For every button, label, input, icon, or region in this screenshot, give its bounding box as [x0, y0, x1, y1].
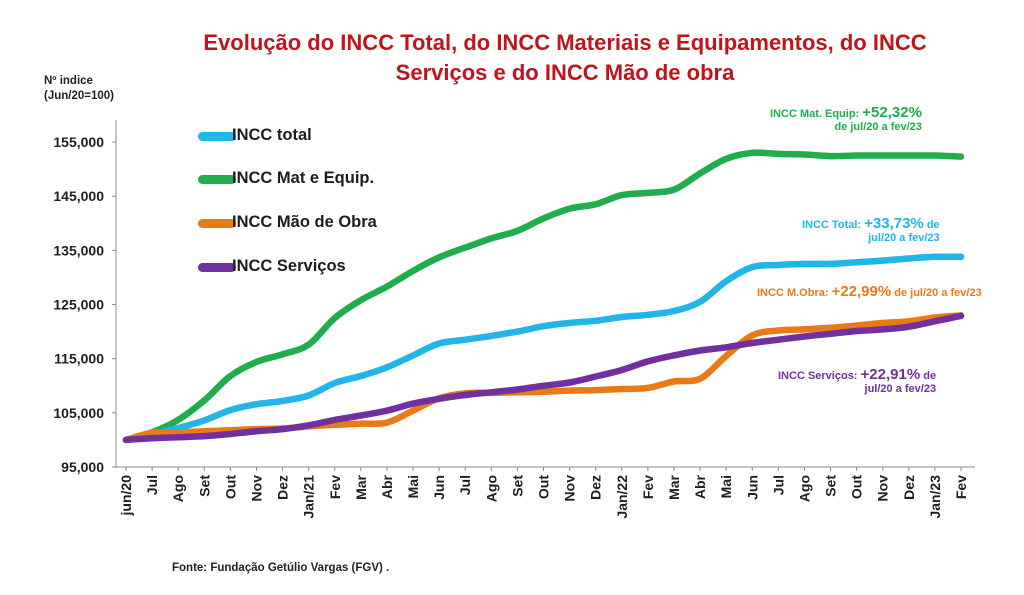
- x-tick-label: Out: [536, 475, 552, 499]
- x-tick-label: Set: [196, 475, 212, 497]
- y-tick-label: 135,000: [53, 242, 104, 258]
- x-tick-label: Jan/23: [927, 475, 943, 519]
- legend-label-serv: INCC Serviços: [232, 257, 346, 275]
- annotation-mat-pct: +52,32%: [862, 104, 922, 121]
- legend-item-serv: INCC Serviços: [198, 257, 418, 277]
- x-tick-label: Nov: [248, 475, 264, 502]
- legend-swatch-mao: [198, 219, 236, 228]
- annotation-total-pct: +33,73%: [864, 215, 924, 232]
- x-tick-label: jun/20: [118, 475, 134, 517]
- x-tick-label: Fev: [953, 475, 969, 499]
- x-tick-label: Mai: [405, 475, 421, 498]
- legend-label-mao: INCC Mão de Obra: [232, 213, 377, 231]
- x-tick-label: Fev: [640, 475, 656, 499]
- x-tick-label: Ago: [483, 475, 499, 502]
- y-axis-caption-line1: Nº indice: [44, 75, 93, 87]
- annotation-mao-prefix: INCC M.Obra:: [757, 287, 832, 299]
- y-tick-label: 105,000: [53, 405, 104, 421]
- annotation-serv-prefix: INCC Serviços:: [778, 370, 861, 382]
- annotation-mat-period: de jul/20 a fev/23: [834, 121, 922, 133]
- x-tick-label: Mar: [353, 474, 369, 499]
- source-note: Fonte: Fundação Getúlio Vargas (FGV) .: [172, 562, 390, 574]
- y-tick-label: 95,000: [61, 459, 104, 475]
- annotation-total-prefix: INCC Total:: [802, 219, 865, 231]
- y-tick-label: 155,000: [53, 134, 104, 150]
- y-tick-label: 115,000: [54, 351, 104, 367]
- legend-swatch-mat: [198, 175, 236, 184]
- x-tick-label: Dez: [901, 475, 917, 500]
- annotation-mao-suffix: de jul/20 a fev/23: [891, 287, 982, 299]
- x-tick-label: Ago: [170, 475, 186, 502]
- x-tick-label: Jul: [770, 475, 786, 495]
- annotation-mat: INCC Mat. Equip: +52,32% de jul/20 a fev…: [770, 104, 922, 133]
- legend-item-total: INCC total: [198, 126, 418, 146]
- x-tick-label: Jun: [431, 475, 447, 500]
- x-tick-label: Jul: [457, 475, 473, 495]
- annotation-serv-period: jul/20 a fev/23: [864, 383, 937, 395]
- y-tick-label: 125,000: [53, 297, 104, 313]
- x-tick-label: Jan/21: [301, 475, 317, 519]
- legend-swatch-total: [198, 132, 236, 141]
- annotation-total-period: jul/20 a fev/23: [868, 232, 940, 244]
- x-tick-label: Dez: [588, 475, 604, 500]
- annotation-mao: INCC M.Obra: +22,99% de jul/20 a fev/23: [757, 283, 982, 300]
- x-tick-label: Mar: [666, 474, 682, 499]
- series-line-mat: [122, 149, 965, 444]
- series-line-serv: [122, 312, 965, 444]
- legend-item-mao: INCC Mão de Obra: [198, 213, 418, 233]
- x-tick-label: Set: [823, 475, 839, 497]
- annotation-mat-prefix: INCC Mat. Equip:: [770, 108, 863, 120]
- x-tick-label: Out: [849, 475, 865, 499]
- annotation-serv-pct: +22,91%: [860, 366, 921, 383]
- chart-title: Evolução do INCC Total, do INCC Materiai…: [140, 28, 990, 88]
- legend-item-mat: INCC Mat e Equip.: [198, 169, 418, 189]
- x-tick-label: Jan/22: [614, 475, 630, 519]
- chart-title-line2: Serviços e do INCC Mão de obra: [395, 60, 735, 85]
- annotation-mao-pct: +22,99%: [831, 283, 892, 300]
- x-tick-label: Fev: [327, 475, 343, 499]
- y-tick-label: 145,000: [53, 188, 104, 204]
- x-tick-label: Dez: [275, 475, 291, 500]
- x-tick-label: Ago: [796, 475, 812, 502]
- annotation-total: INCC Total: +33,73% de jul/20 a fev/23: [802, 215, 940, 244]
- y-axis-caption: Nº indice (Jun/20=100): [44, 74, 114, 104]
- x-tick-label: Abr: [692, 474, 708, 499]
- chart-title-line1: Evolução do INCC Total, do INCC Materiai…: [203, 30, 927, 55]
- series-line-total: [122, 253, 965, 444]
- annotation-serv: INCC Serviços: +22,91% de jul/20 a fev/2…: [778, 366, 936, 395]
- legend-label-total: INCC total: [232, 126, 312, 144]
- x-tick-label: Set: [509, 475, 525, 497]
- x-tick-label: Mai: [718, 475, 734, 498]
- x-tick-label: Nov: [875, 475, 891, 502]
- x-tick-label: Abr: [379, 474, 395, 499]
- annotation-total-suffix: de: [923, 219, 940, 231]
- legend-label-mat: INCC Mat e Equip.: [232, 169, 375, 187]
- legend-swatch-serv: [198, 263, 236, 272]
- x-tick-label: Jul: [144, 475, 160, 495]
- x-tick-label: Jun: [744, 475, 760, 500]
- y-axis-caption-line2: (Jun/20=100): [44, 90, 114, 102]
- annotation-serv-suffix: de: [920, 370, 937, 382]
- x-tick-label: Nov: [562, 475, 578, 502]
- x-tick-label: Out: [222, 475, 238, 499]
